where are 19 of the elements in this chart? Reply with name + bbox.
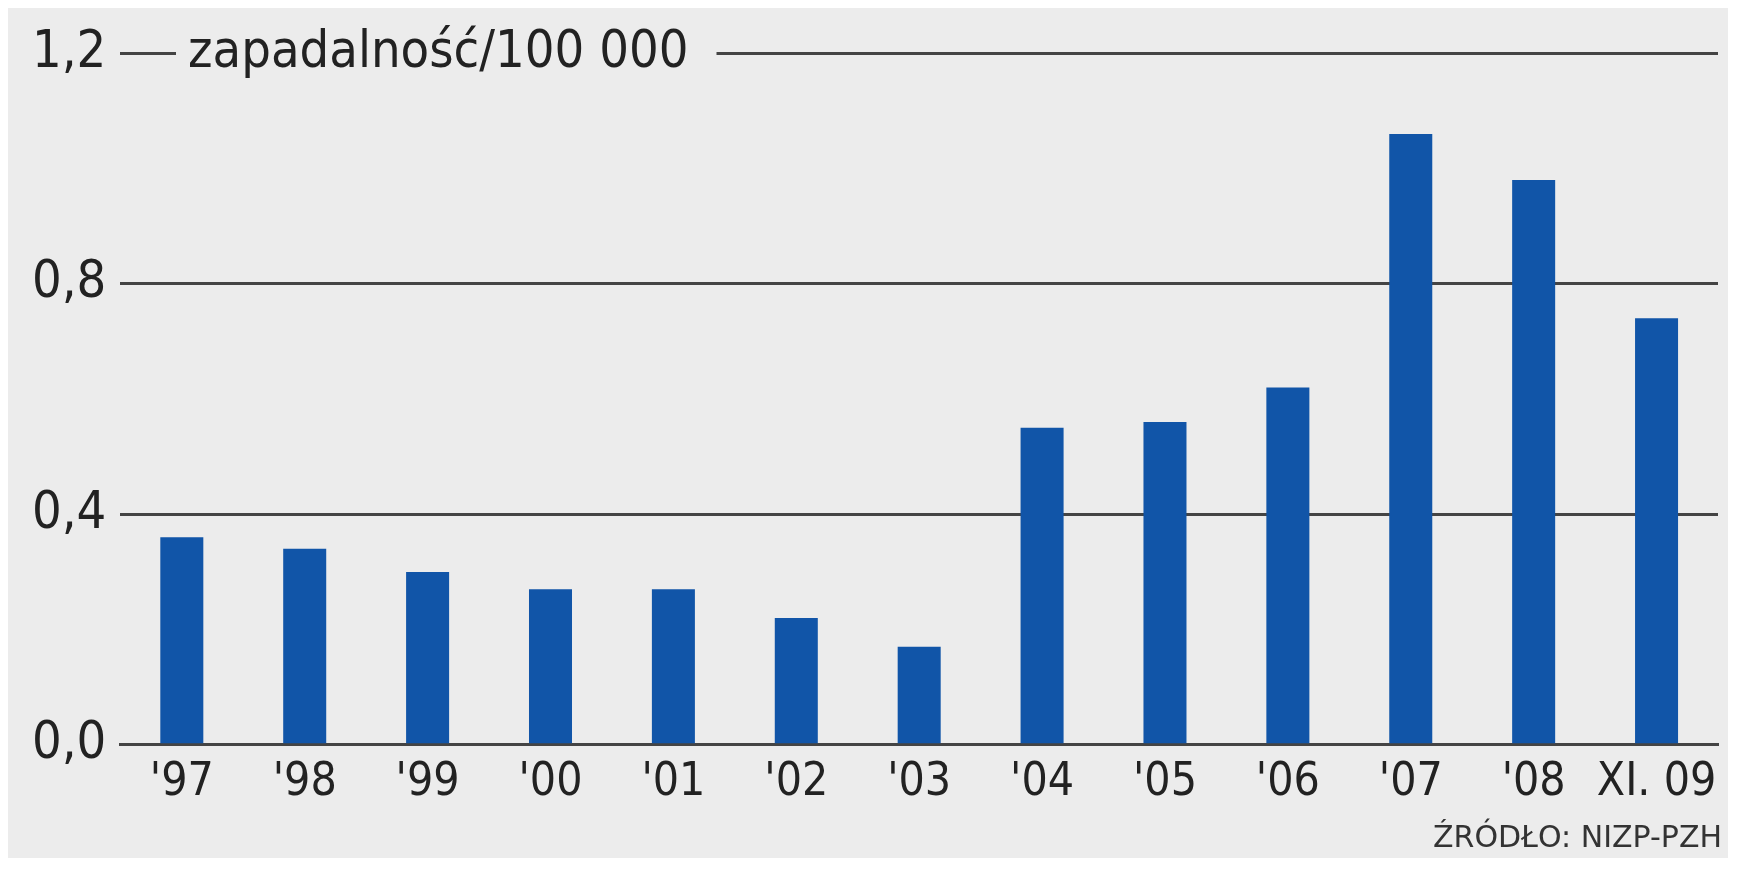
x-tick-label: '07 (1378, 752, 1443, 807)
x-tick-label: '00 (518, 752, 583, 807)
x-tick-label: '06 (1255, 752, 1320, 807)
x-tick-label: '03 (887, 752, 952, 807)
x-tick-label: '97 (149, 752, 214, 807)
y-tick-label: 1,2 (31, 18, 107, 79)
x-tick-label: '98 (272, 752, 337, 807)
y-tick-label: 0,0 (31, 710, 107, 771)
x-tick-label: '01 (641, 752, 706, 807)
x-tick-label: '04 (1010, 752, 1075, 807)
text: ŹRÓDŁO: NIZP-PZH (1433, 817, 1722, 854)
x-tick-label: XI. 09 (1596, 752, 1717, 807)
x-tick-label: '08 (1501, 752, 1566, 807)
x-tick-label: '02 (764, 752, 829, 807)
y-tick-label: 0,4 (31, 479, 107, 540)
y-tick-label: 0,8 (31, 249, 107, 310)
x-tick-label: '05 (1132, 752, 1197, 807)
x-tick-label: '99 (395, 752, 460, 807)
y-axis-title: zapadalność/100 000 (188, 18, 689, 79)
